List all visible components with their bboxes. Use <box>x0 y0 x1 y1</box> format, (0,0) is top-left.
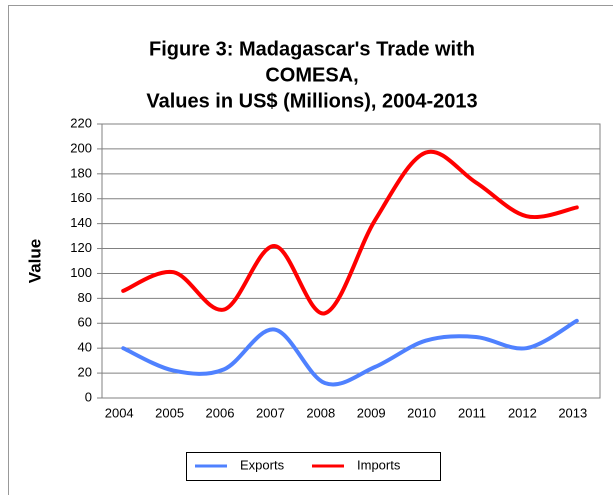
x-tick-label: 2009 <box>357 405 386 420</box>
y-tick-label: 200 <box>70 140 92 155</box>
chart-title: COMESA, <box>265 64 358 86</box>
y-tick-label: 160 <box>70 190 92 205</box>
y-tick-label: 100 <box>70 265 92 280</box>
y-tick-label: 140 <box>70 215 92 230</box>
y-tick-label: 220 <box>70 115 92 130</box>
x-tick-label: 2006 <box>206 405 235 420</box>
legend-label: Imports <box>357 457 401 472</box>
series-line <box>121 318 579 387</box>
y-tick-label: 120 <box>70 240 92 255</box>
plot-area <box>101 123 601 399</box>
y-tick-label: 60 <box>78 315 92 330</box>
x-tick-label: 2004 <box>105 405 134 420</box>
x-tick-label: 2013 <box>558 405 587 420</box>
y-axis-label: Value <box>25 239 44 283</box>
chart-title: Values in US$ (Millions), 2004-2013 <box>146 90 477 112</box>
y-tick-label: 0 <box>85 389 92 404</box>
x-tick-label: 2007 <box>256 405 285 420</box>
x-tick-label: 2012 <box>508 405 537 420</box>
x-tick-label: 2008 <box>306 405 335 420</box>
y-tick-label: 180 <box>70 165 92 180</box>
y-tick-label: 20 <box>78 365 92 380</box>
legend-label: Exports <box>240 457 285 472</box>
x-tick-label: 2005 <box>155 405 184 420</box>
y-tick-label: 40 <box>78 340 92 355</box>
x-tick-label: 2011 <box>458 405 486 420</box>
y-tick-label: 80 <box>78 290 92 305</box>
x-tick-label: 2010 <box>407 405 436 420</box>
chart-title: Figure 3: Madagascar's Trade with <box>149 38 475 60</box>
series-line <box>121 149 579 316</box>
